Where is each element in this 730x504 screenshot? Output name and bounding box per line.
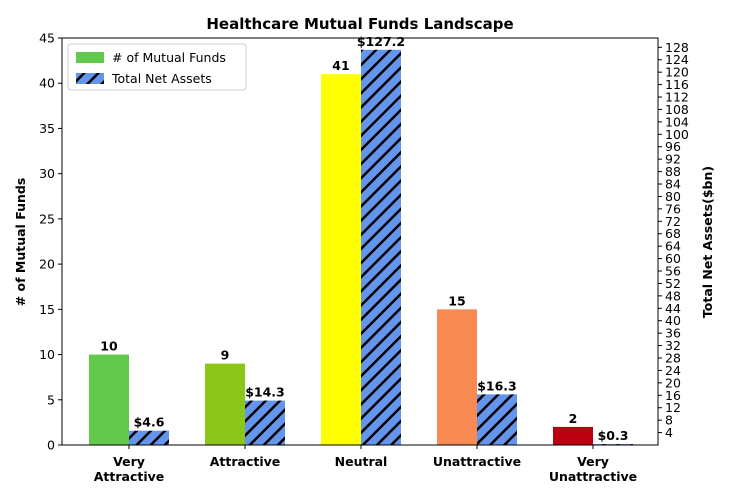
y2-tick-label: 88	[665, 164, 681, 179]
value-label: $127.2	[357, 34, 405, 49]
bar	[437, 309, 477, 445]
y2-tick-label: 28	[665, 351, 681, 366]
value-label: $14.3	[245, 385, 285, 400]
y2-tick-label: 64	[665, 239, 681, 254]
x-tick-label: Attractive	[210, 454, 281, 469]
value-label: $16.3	[477, 378, 517, 393]
value-label: 10	[100, 339, 118, 354]
y2-tick-label: 60	[665, 251, 681, 266]
bar	[553, 426, 593, 445]
y2-tick-label: 104	[665, 114, 689, 129]
y2-tick-label: 124	[665, 52, 689, 67]
y2-tick-label: 96	[665, 139, 681, 154]
y-tick-label: 35	[39, 121, 55, 136]
legend-box	[67, 43, 247, 91]
y2-tick-label: 112	[665, 90, 689, 105]
value-label: 2	[569, 411, 578, 426]
y2-tick-label: 48	[665, 288, 681, 303]
y2-tick-label: 84	[665, 177, 681, 192]
y2-tick-label: 44	[665, 301, 681, 316]
x-tick-label: Very Unattractive	[549, 454, 637, 484]
bar	[361, 49, 401, 446]
legend-swatch	[76, 73, 104, 84]
y2-tick-label: 20	[665, 375, 681, 390]
y2-tick-label: 80	[665, 189, 681, 204]
y-tick-label: 5	[47, 392, 55, 407]
y2-tick-label: 76	[665, 201, 681, 216]
chart-title: Healthcare Mutual Funds Landscape	[206, 15, 513, 33]
x-tick-label: Unattractive	[433, 454, 521, 469]
y2-axis-label: Total Net Assets($bn)	[700, 166, 715, 318]
bar	[477, 394, 517, 445]
y2-tick-label: 56	[665, 264, 681, 279]
y-tick-label: 45	[39, 31, 55, 46]
y2-tick-label: 16	[665, 388, 681, 403]
value-label: $4.6	[134, 415, 165, 430]
y-tick-label: 40	[39, 76, 55, 91]
y2-tick-label: 52	[665, 276, 681, 291]
x-tick-label: Neutral	[335, 454, 388, 469]
value-label: $0.3	[598, 428, 629, 443]
y2-tick-label: 4	[665, 425, 673, 440]
y-tick-label: 0	[47, 438, 55, 453]
value-label: 41	[332, 58, 349, 73]
y2-tick-label: 92	[665, 152, 681, 167]
y2-tick-label: 8	[665, 413, 673, 428]
y2-tick-label: 128	[665, 40, 689, 55]
legend-label: Total Net Assets	[111, 71, 212, 86]
y2-tick-label: 120	[665, 65, 689, 80]
y-tick-label: 15	[39, 302, 55, 317]
y2-tick-label: 32	[665, 338, 681, 353]
y2-tick-label: 36	[665, 326, 681, 341]
y2-tick-label: 72	[665, 214, 681, 229]
value-label: 9	[221, 348, 230, 363]
y-tick-label: 10	[39, 347, 55, 362]
y-axis-label: # of Mutual Funds	[13, 178, 28, 307]
y2-tick-label: 116	[665, 77, 689, 92]
y-tick-label: 20	[39, 257, 55, 272]
y2-tick-label: 24	[665, 363, 681, 378]
y2-tick-label: 40	[665, 313, 681, 328]
y-tick-label: 30	[39, 166, 55, 181]
value-label: 15	[448, 293, 465, 308]
y2-tick-label: 100	[665, 127, 689, 142]
bar	[205, 363, 245, 445]
bar	[245, 400, 285, 445]
y-tick-label: 25	[39, 211, 55, 226]
bar	[321, 74, 361, 445]
x-tick-label: Very Attractive	[94, 454, 165, 484]
bar	[129, 430, 169, 445]
plot-frame	[61, 37, 659, 446]
y2-tick-label: 12	[665, 400, 681, 415]
y2-tick-label: 68	[665, 226, 681, 241]
bar	[89, 354, 129, 445]
legend-label: # of Mutual Funds	[112, 50, 226, 65]
y2-tick-label: 108	[665, 102, 689, 117]
legend-swatch	[76, 52, 104, 63]
